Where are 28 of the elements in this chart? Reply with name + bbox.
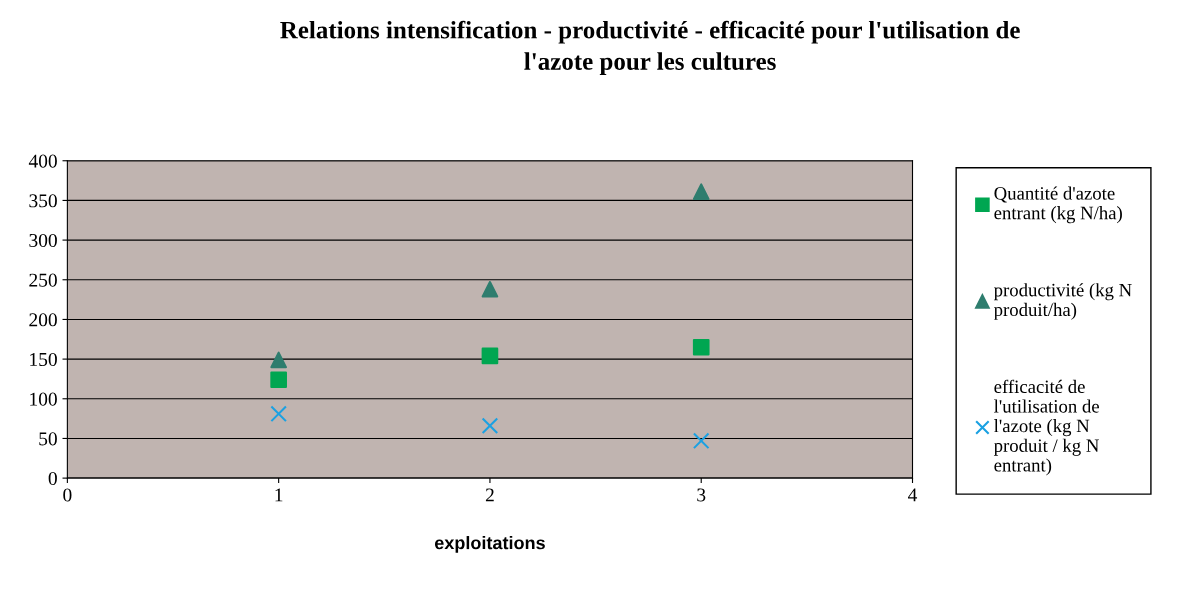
point: [481, 280, 499, 298]
point: [270, 405, 287, 423]
y-tick-label: 300: [29, 233, 57, 248]
point: [692, 183, 710, 201]
point: [270, 351, 287, 369]
legend-label: productivité (kg N produit/ha): [993, 283, 1132, 320]
legend-label: Quantité d'azote entrant (kg N/ha): [994, 186, 1122, 224]
x-tick-label: 0: [63, 488, 72, 502]
x-tick-label: 1: [275, 488, 283, 502]
point: [481, 417, 499, 435]
x-tick-label: 3: [697, 488, 706, 502]
x-axis-title: exploitations: [434, 536, 545, 553]
x-tick-label: 4: [908, 488, 918, 502]
y-tick-label: 100: [30, 392, 57, 406]
y-tick-label: 50: [39, 432, 57, 446]
y-tick-label: 0: [48, 471, 57, 486]
legend-label: efficacité de l'utilisation de l'azote (kg N produit / kg N entrant): [993, 379, 1099, 476]
chart-title: Relations intensification - productivité - efficacité pour l'utilisation de l'azote pour les cultures: [280, 20, 1020, 75]
y-tick-label: 150: [30, 352, 57, 367]
point: [481, 347, 499, 365]
y-tick-label: 400: [28, 154, 57, 168]
y-tick-label: 350: [29, 194, 57, 208]
x-tick-label: 2: [485, 488, 494, 502]
y-tick-label: 200: [29, 313, 57, 327]
point: [692, 338, 710, 356]
point: [270, 371, 287, 389]
y-tick-label: 250: [29, 273, 57, 287]
point: [692, 432, 710, 450]
